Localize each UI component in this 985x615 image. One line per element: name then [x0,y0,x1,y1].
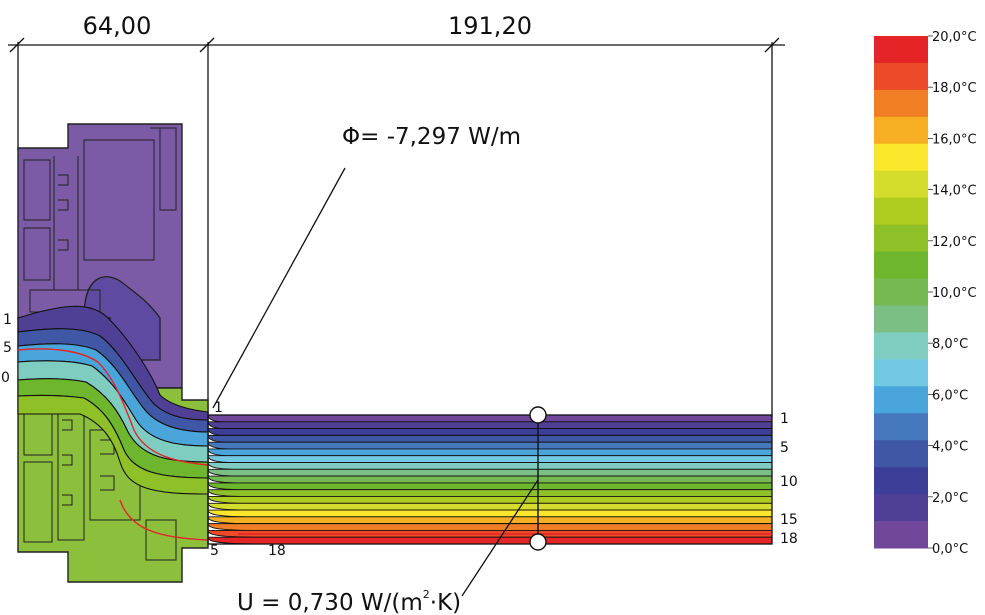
legend-label: 12,0°C [932,235,977,250]
legend-label: 18,0°C [932,81,977,96]
legend-color-step [874,467,928,495]
legend-color-step [874,440,928,468]
legend-color-step [874,413,928,441]
isotherm-label-right-5: 5 [780,440,789,456]
legend-color-step [874,116,928,145]
wall-isotherm-band [207,509,773,518]
legend-color-step [874,62,928,91]
u-value-suffix: ·K) [430,590,461,615]
wall-isotherm-band [207,516,773,525]
u-value-annotation: U = 0,730 W/(m2·K) [237,588,461,615]
u-value-exponent: 2 [423,588,430,601]
legend-color-step [874,197,928,226]
isotherm-label-left-5: 5 [3,340,12,356]
wall-isotherm-band [207,482,773,491]
transition-bands [17,305,209,541]
phi-symbol: Φ [342,124,360,150]
wall-isotherm-band [207,441,773,450]
legend-color-step [874,494,928,522]
legend-color-step [874,251,928,280]
wall-isotherm-band [207,434,773,443]
isotherm-label-left-1: 1 [3,312,12,328]
legend-label: 6,0°C [932,388,968,403]
wall-isotherm-band [207,468,773,477]
wall-isotherm-band [207,489,773,497]
legend-color-step [874,386,928,414]
legend-color-step [874,332,928,360]
u-value-measurement [529,406,547,551]
u-value-prefix: U = 0,730 W/(m [237,590,423,615]
wall-outline [207,414,773,545]
legend-label: 16,0°C [932,132,977,147]
isotherm-label-right-1: 1 [780,411,789,427]
wall-isotherm-band [207,496,773,504]
leader-lines [212,167,539,597]
phi-value: = -7,297 W/m [360,124,521,150]
measurement-point-bottom [529,533,547,551]
wall-isotherm-band [207,421,773,430]
wall-isotherm-band [207,536,773,545]
wall-isotherm-band [207,414,773,423]
legend-label: 8,0°C [932,337,968,352]
isotherm-label-corner: 1 [214,400,223,416]
legend-label: 0,0°C [932,542,968,557]
isotherm-label-right-10: 10 [780,474,798,490]
wall-isotherm-bands [207,414,773,545]
legend-color-step [874,521,928,549]
wall-isotherm-band [207,448,773,457]
legend-color-step [874,89,928,118]
legend-color-step [874,224,928,253]
wall-isotherm-band [207,462,773,470]
legend-color-step [874,359,928,387]
legend-color-step [874,305,928,333]
temperature-legend: 20,0°C 18,0°C 16,0°C 14,0°C 12,0°C 10,0°C 8,0°… [874,30,977,557]
measurement-point-top [529,406,547,424]
isotherm-label-left-0: 0 [1,370,10,386]
wall-isotherm-band [207,502,773,511]
dimension-label-left: 64,00 [83,12,152,40]
isotherm-label-bottom-18: 18 [268,543,286,559]
wall-isotherm-band [207,455,773,463]
legend-color-step [874,170,928,199]
legend-label: 14,0°C [932,184,977,199]
isotherm-label-right-18: 18 [780,531,798,547]
legend-label: 4,0°C [932,440,968,455]
isotherm-labels: 1 5 10 15 18 1 5 0 5 18 1 [1,312,798,559]
legend-label: 2,0°C [932,491,968,506]
isotherm-label-bottom-5: 5 [210,543,219,559]
wall-isotherm-band [207,475,773,484]
legend-color-step [874,36,928,64]
wall-isotherm-band [207,428,773,436]
legend-label: 20,0°C [932,30,977,45]
dimension-lines [8,37,785,418]
sash-profile [17,123,183,401]
wall-isotherm-band [207,523,773,531]
isotherm-label-right-15: 15 [780,512,798,528]
legend-color-step [874,278,928,306]
dimension-label-right: 191,20 [448,12,532,40]
legend-label: 10,0°C [932,286,977,301]
legend-color-step [874,143,928,172]
heat-flux-annotation: Φ= -7,297 W/m [342,124,521,150]
